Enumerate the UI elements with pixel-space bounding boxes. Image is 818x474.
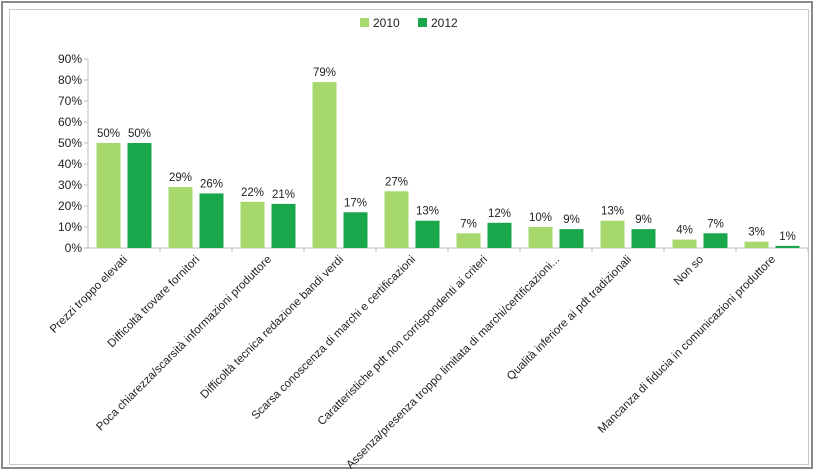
bar-2010-5 [384,191,409,248]
data-label-2010-6: 7% [460,218,477,230]
bar-2010-10 [744,241,769,248]
data-label-2012-8: 9% [635,214,652,226]
bar-2010-3 [240,201,265,248]
chart-area [9,9,809,465]
bar-2010-8 [600,220,625,248]
bar-2012-6 [487,222,512,248]
bar-2010-9 [672,239,697,248]
data-label-2012-10: 1% [779,231,796,243]
bar-2012-9 [703,233,728,248]
data-label-2012-9: 7% [707,218,724,230]
bar-2012-10 [775,245,800,248]
bar-2012-7 [559,229,584,248]
category-label-1: Prezzi troppo elevati [48,254,130,336]
bar-2010-7 [528,227,553,248]
data-label-2012-3: 21% [272,189,295,201]
legend-swatch-2012 [418,18,427,27]
data-label-2010-10: 3% [748,227,765,239]
category-label-8: Qualità inferiore ai pdt tradizionali [505,254,634,383]
y-tick-label: 0% [65,241,83,255]
y-tick-label: 10% [58,220,82,234]
data-label-2012-6: 12% [488,208,511,220]
y-tick-label: 60% [58,115,82,129]
data-label-2010-1: 50% [97,128,120,140]
y-tick-label: 40% [58,157,82,171]
data-label-2012-1: 50% [128,128,151,140]
data-label-2010-7: 10% [529,212,552,224]
category-label-6: Caratteristiche pdt non corrispondenti a… [316,254,490,428]
bar-2010-6 [456,233,481,248]
bar-2012-1 [127,143,152,248]
legend-label-2010: 2010 [373,16,400,30]
data-label-2010-3: 22% [241,187,264,199]
y-tick-label: 70% [58,94,82,108]
category-label-5: Scarsa conoscenza di marchi e certificaz… [250,254,418,422]
bar-2012-8 [631,229,656,248]
category-label-4: Difficoltà tecnica redazione bandi verdi [199,254,347,402]
y-tick-label: 80% [58,73,82,87]
legend-swatch-2010 [360,18,369,27]
category-label-9: Non so [672,254,706,288]
bar-2010-2 [168,187,193,248]
bar-2012-4 [343,212,368,248]
bar-2012-3 [271,203,296,248]
bar-2010-1 [96,143,121,248]
legend-label-2012: 2012 [431,16,458,30]
data-label-2012-2: 26% [200,178,223,190]
data-label-2010-9: 4% [676,225,693,237]
bar-2010-4 [312,82,337,248]
data-label-2012-4: 17% [344,197,367,209]
data-label-2010-4: 79% [313,67,336,79]
data-label-2010-8: 13% [601,206,624,218]
data-label-2010-5: 27% [385,176,408,188]
data-label-2012-5: 13% [416,206,439,218]
bar-2012-2 [199,193,224,248]
data-label-2012-7: 9% [563,214,580,226]
bar-2012-5 [415,220,440,248]
y-tick-label: 50% [58,136,82,150]
data-label-2010-2: 29% [169,172,192,184]
y-tick-label: 20% [58,199,82,213]
y-tick-label: 90% [58,52,82,66]
y-tick-label: 30% [58,178,82,192]
